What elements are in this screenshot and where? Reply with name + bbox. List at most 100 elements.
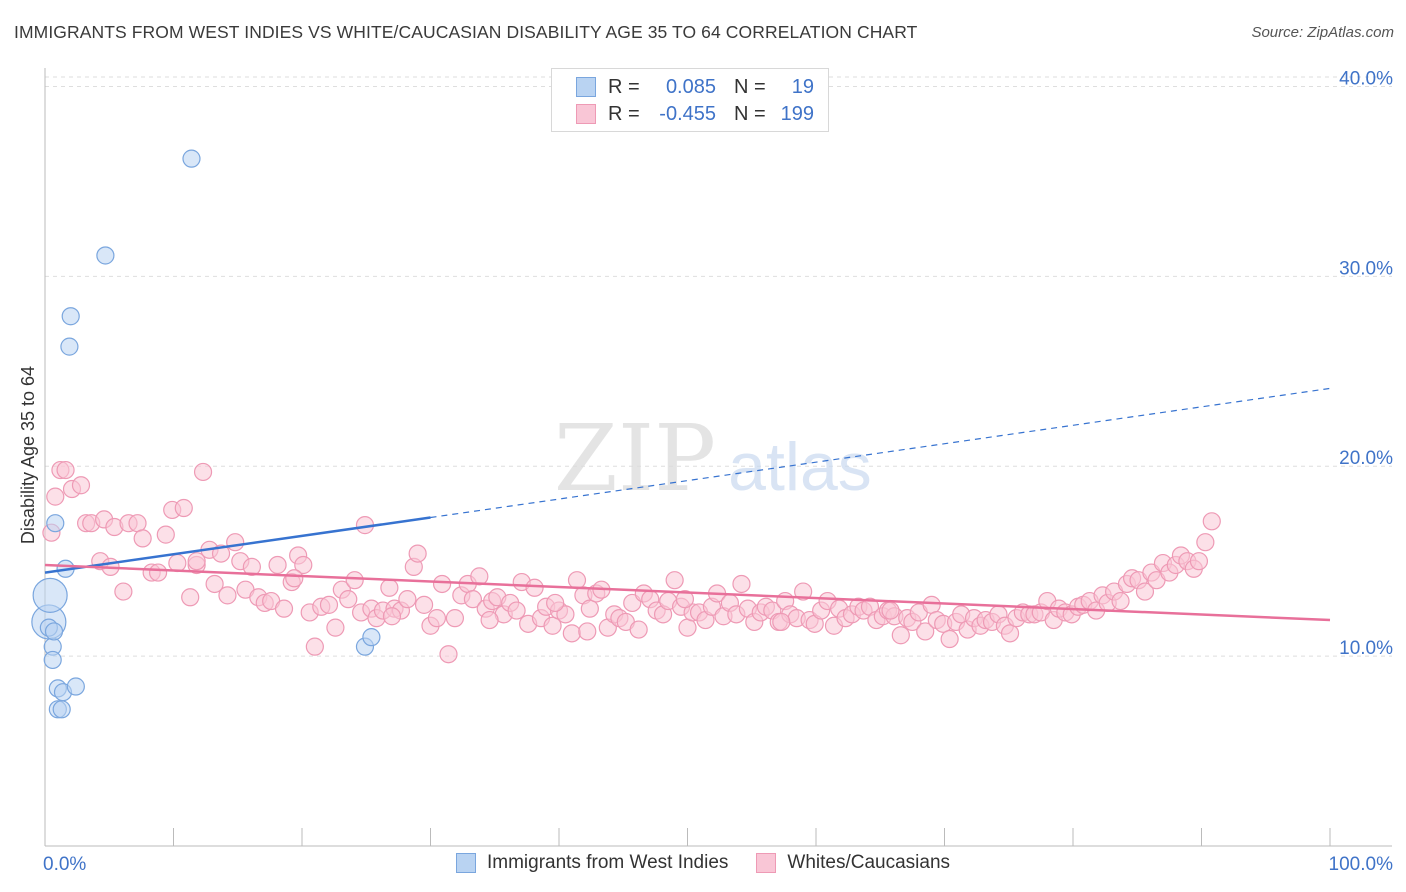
- point-west-indies: [66, 677, 85, 696]
- point-whites: [665, 571, 684, 590]
- point-west-indies: [182, 149, 201, 168]
- point-whites: [940, 629, 959, 649]
- point-whites: [445, 609, 465, 628]
- point-whites: [922, 595, 941, 614]
- legend-row-west-indies: R = 0.085 N = 19: [576, 75, 814, 99]
- label-layer: 10.0% 20.0% 30.0% 40.0% 0.0% 100.0%: [43, 68, 1393, 875]
- axis-layer: [44, 68, 1392, 847]
- legend-item-whites[interactable]: Whites/Caucasians: [756, 852, 950, 874]
- point-whites: [546, 593, 565, 613]
- point-whites: [629, 620, 648, 639]
- legend-n-label: N =: [734, 75, 766, 98]
- trend-line-west-indies: [44, 516, 431, 574]
- point-whites: [507, 601, 526, 620]
- y-axis-title: Disability Age 35 to 64: [18, 366, 38, 544]
- point-west-indies: [60, 337, 79, 356]
- point-whites: [285, 569, 304, 588]
- point-whites: [211, 544, 231, 563]
- point-whites: [242, 557, 261, 576]
- point-whites: [345, 571, 364, 590]
- point-whites: [439, 645, 458, 664]
- legend-row-whites: R = -0.455 N = 199: [576, 102, 814, 126]
- point-whites: [380, 578, 399, 597]
- point-whites: [133, 529, 152, 548]
- point-whites: [148, 563, 168, 582]
- watermark: ZIP atlas: [554, 405, 872, 512]
- point-west-indies: [362, 628, 381, 647]
- point-whites: [226, 533, 245, 552]
- point-whites: [543, 616, 562, 635]
- point-whites: [187, 552, 206, 571]
- trend-line-west-indies-projection: [430, 387, 1331, 519]
- point-west-indies: [61, 307, 80, 326]
- series-legend: Immigrants from West Indies Whites/Cauca…: [0, 852, 1406, 874]
- point-whites: [205, 574, 224, 594]
- point-whites: [168, 553, 187, 573]
- point-whites: [480, 610, 499, 630]
- point-whites: [319, 595, 339, 614]
- point-west-indies: [52, 700, 71, 719]
- point-whites: [414, 595, 434, 614]
- point-whites: [675, 590, 695, 609]
- legend-swatch-blue: [455, 853, 476, 873]
- point-whites: [881, 601, 900, 620]
- point-whites: [427, 609, 447, 628]
- point-whites: [1111, 591, 1130, 611]
- point-whites: [580, 599, 599, 618]
- point-whites: [470, 567, 489, 586]
- legend-swatch-pink: [756, 853, 777, 873]
- legend-swatch-pink: [576, 104, 596, 124]
- legend-r-value: -0.455: [659, 102, 716, 125]
- point-whites: [46, 487, 65, 506]
- point-whites: [1000, 624, 1020, 643]
- point-west-indies: [96, 246, 115, 265]
- point-whites: [274, 599, 294, 618]
- point-whites: [193, 462, 213, 482]
- point-west-indies: [44, 622, 64, 641]
- chart-source: Source: ZipAtlas.com: [1251, 24, 1394, 41]
- legend-item-west-indies[interactable]: Immigrants from West Indies: [455, 852, 729, 874]
- point-whites: [382, 607, 402, 626]
- watermark-zip: ZIP: [554, 405, 716, 512]
- point-whites: [916, 622, 935, 641]
- point-whites: [156, 525, 175, 544]
- point-whites: [56, 460, 75, 480]
- point-whites: [181, 588, 200, 607]
- point-whites: [891, 626, 910, 645]
- x-tick-label: 0.0%: [43, 854, 86, 875]
- watermark-atlas: atlas: [728, 429, 872, 505]
- trend-layer: [44, 387, 1331, 622]
- y-tick-label: 10.0%: [1339, 638, 1393, 659]
- point-west-indies: [46, 514, 65, 533]
- point-whites: [678, 618, 697, 637]
- point-whites: [114, 582, 133, 601]
- legend-label-whites: Whites/Caucasians: [787, 852, 951, 873]
- points-layer: [31, 149, 1221, 719]
- point-whites: [174, 498, 193, 518]
- point-whites: [71, 476, 91, 495]
- point-whites: [268, 555, 287, 575]
- point-whites: [463, 590, 483, 609]
- point-whites: [432, 574, 452, 594]
- y-tick-label: 30.0%: [1339, 258, 1393, 279]
- point-whites: [339, 590, 358, 609]
- legend-swatch-blue: [576, 77, 596, 97]
- chart-title: IMMIGRANTS FROM WEST INDIES VS WHITE/CAU…: [14, 22, 918, 42]
- point-whites: [218, 586, 237, 605]
- legend-label-west-indies: Immigrants from West Indies: [486, 852, 729, 873]
- y-tick-label: 40.0%: [1339, 68, 1393, 89]
- point-whites: [1189, 552, 1209, 571]
- y-tick-label: 20.0%: [1339, 448, 1393, 469]
- legend-r-value: 0.085: [665, 75, 716, 98]
- point-whites: [556, 605, 575, 624]
- point-whites: [732, 574, 751, 594]
- point-whites: [772, 612, 791, 632]
- point-whites: [408, 544, 427, 563]
- point-west-indies: [43, 650, 62, 670]
- point-whites: [578, 622, 597, 641]
- legend-n-value: 19: [791, 75, 814, 98]
- point-whites: [794, 582, 813, 601]
- legend-n-label: N =: [734, 102, 766, 125]
- legend-r-label: R =: [608, 102, 640, 125]
